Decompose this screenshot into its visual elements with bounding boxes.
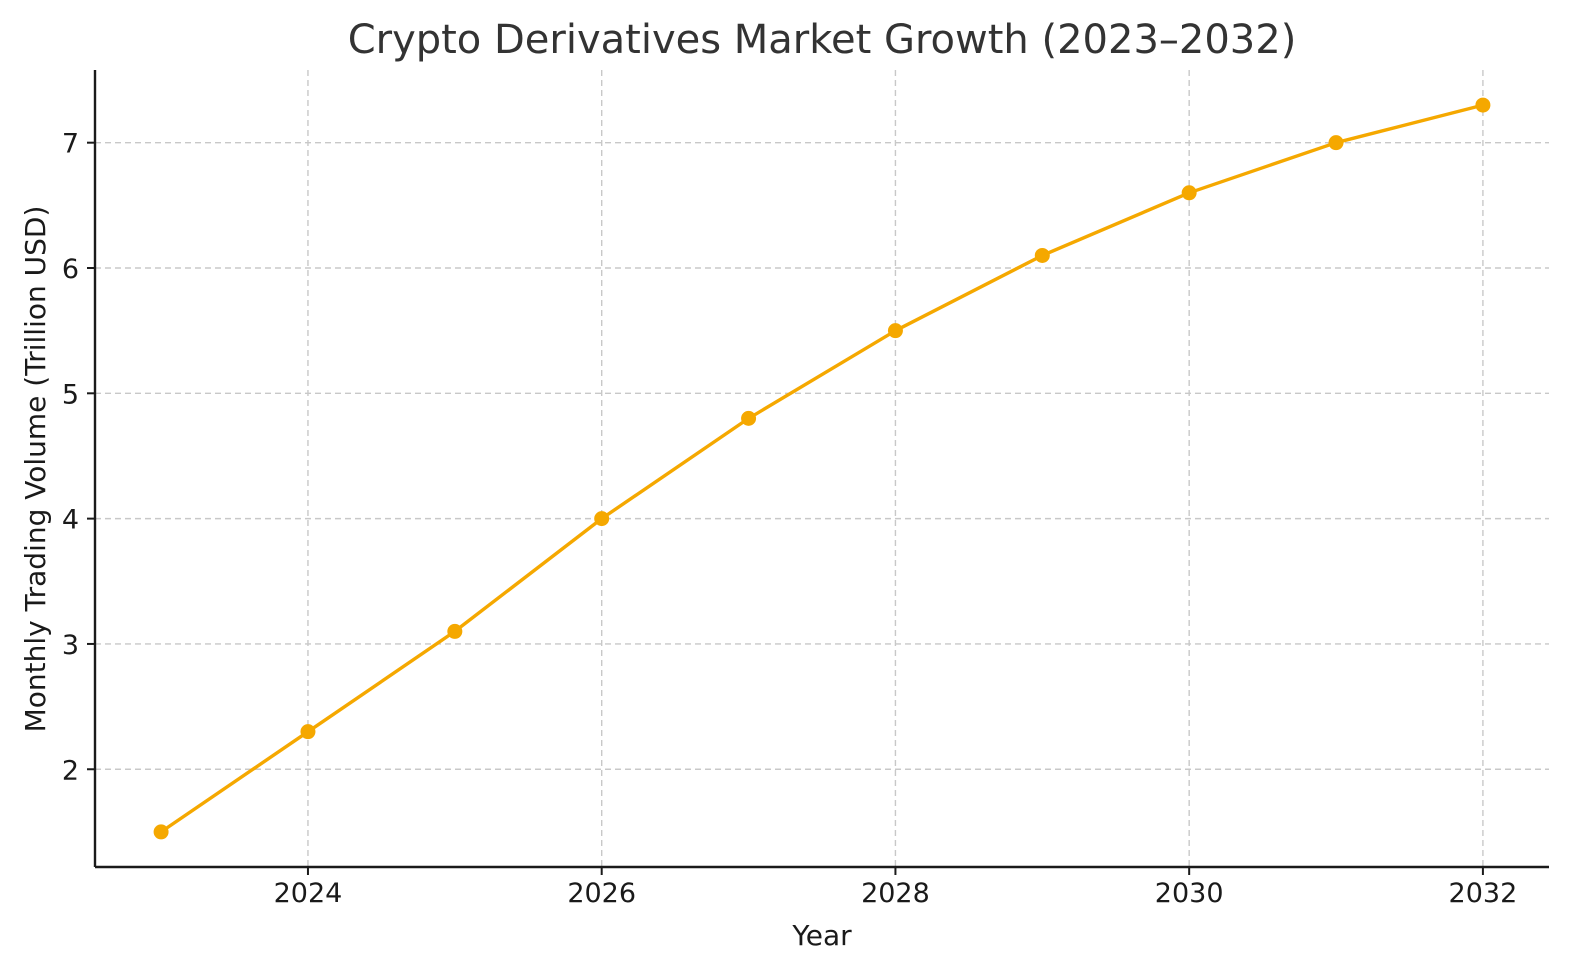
x-tick-label: 2026 [567,878,636,909]
y-tick-label: 5 [62,379,79,410]
y-tick-label: 3 [62,630,79,661]
y-tick-label: 4 [62,505,79,536]
grid [95,70,1549,867]
data-point [1475,97,1491,113]
ticks: 2024 2026 2028 2030 2032 2 3 4 5 6 7 [62,129,1517,909]
y-tick-label: 2 [62,755,79,786]
x-tick-label: 2024 [274,878,343,909]
series-line [159,103,1485,834]
y-tick-label: 7 [62,129,79,160]
data-point [887,323,903,339]
x-tick-label: 2030 [1155,878,1224,909]
data-point [447,623,463,639]
x-tick-label: 2032 [1449,878,1518,909]
data-point [1181,185,1197,201]
data-point [153,824,169,840]
data-point [1328,135,1344,151]
axes [93,70,1549,869]
series [153,97,1491,840]
data-point [594,511,610,527]
x-tick-label: 2028 [861,878,930,909]
data-point [741,410,757,426]
chart-title: Crypto Derivatives Market Growth (2023–2… [348,17,1297,63]
data-point [1034,247,1050,263]
x-axis-label: Year [791,919,852,952]
y-axis-label: Monthly Trading Volume (Trillion USD) [19,206,52,733]
y-tick-label: 6 [62,254,79,285]
data-point [300,724,316,740]
